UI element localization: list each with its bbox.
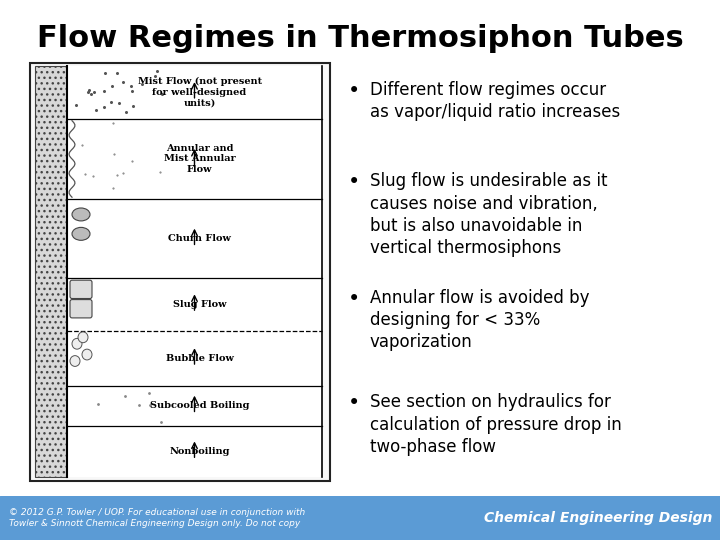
Text: Different flow regimes occur
as vapor/liquid ratio increases: Different flow regimes occur as vapor/li… bbox=[370, 81, 620, 121]
Text: Chemical Engineering Design: Chemical Engineering Design bbox=[485, 511, 713, 525]
Ellipse shape bbox=[72, 227, 90, 240]
Circle shape bbox=[78, 332, 88, 343]
Circle shape bbox=[70, 356, 80, 367]
Text: Annular flow is avoided by
designing for < 33%
vaporization: Annular flow is avoided by designing for… bbox=[370, 289, 590, 351]
Circle shape bbox=[82, 349, 92, 360]
Circle shape bbox=[72, 339, 82, 349]
Text: Nonboiling: Nonboiling bbox=[169, 447, 230, 456]
Text: © 2012 G.P. Towler / UOP. For educational use in conjunction with
Towler & Sinno: © 2012 G.P. Towler / UOP. For educationa… bbox=[9, 508, 305, 528]
Text: See section on hydraulics for
calculation of pressure drop in
two-phase flow: See section on hydraulics for calculatio… bbox=[370, 393, 622, 456]
Text: Slug flow is undesirable as it
causes noise and vibration,
but is also unavoidab: Slug flow is undesirable as it causes no… bbox=[370, 172, 608, 257]
Text: •: • bbox=[348, 172, 360, 192]
Bar bbox=[67, 66, 322, 477]
FancyBboxPatch shape bbox=[70, 280, 92, 299]
Ellipse shape bbox=[72, 208, 90, 221]
Text: •: • bbox=[348, 289, 360, 309]
FancyBboxPatch shape bbox=[70, 300, 92, 318]
Bar bbox=[35, 66, 67, 477]
Text: Bubble Flow: Bubble Flow bbox=[166, 354, 233, 363]
Text: Subcooled Boiling: Subcooled Boiling bbox=[150, 401, 249, 410]
Text: Annular and
Mist Annular
Flow: Annular and Mist Annular Flow bbox=[163, 144, 235, 174]
Bar bbox=[30, 63, 330, 481]
Text: •: • bbox=[348, 393, 360, 413]
Text: •: • bbox=[348, 81, 360, 101]
Text: Mist Flow (not present
for well-designed
units): Mist Flow (not present for well-designed… bbox=[138, 77, 261, 107]
Text: Slug Flow: Slug Flow bbox=[173, 300, 226, 309]
Text: Churn Flow: Churn Flow bbox=[168, 234, 231, 243]
Text: Flow Regimes in Thermosiphon Tubes: Flow Regimes in Thermosiphon Tubes bbox=[37, 24, 683, 53]
